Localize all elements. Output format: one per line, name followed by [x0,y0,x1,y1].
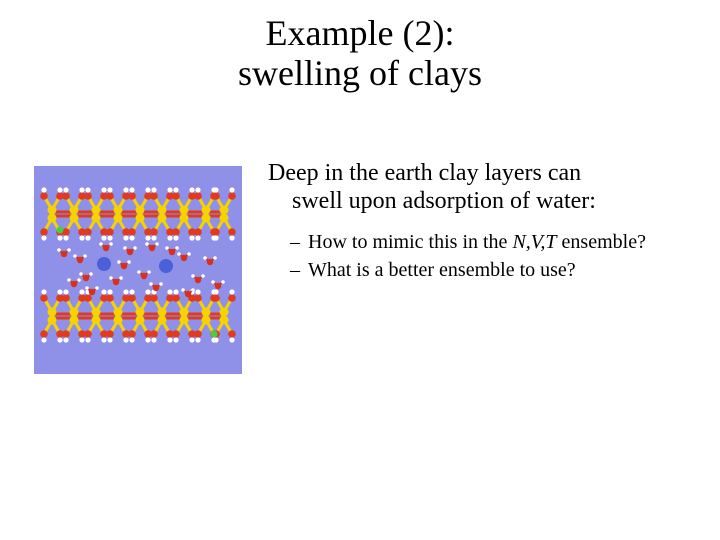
title-line-2: swelling of clays [238,53,482,93]
paragraph-line-2: swell upon adsorption of water: [268,188,596,214]
bullet-dash: – [290,230,308,254]
molecular-svg [34,166,242,374]
body-paragraph: Deep in the earth clay layers can swell … [268,160,688,215]
clay-molecular-figure [34,166,242,374]
slide: Example (2): swelling of clays Deep in t… [0,0,720,540]
slide-title: Example (2): swelling of clays [0,14,720,93]
title-line-1: Example (2): [266,13,455,53]
bullet-dash: – [290,258,308,282]
bullet-text: How to mimic this in the N,V,T ensemble? [308,230,690,254]
bullet-list: –How to mimic this in the N,V,T ensemble… [290,230,690,286]
bullet-item: –How to mimic this in the N,V,T ensemble… [290,230,690,254]
paragraph-line-1: Deep in the earth clay layers can [268,160,581,186]
bullet-text: What is a better ensemble to use? [308,258,690,282]
bullet-item: –What is a better ensemble to use? [290,258,690,282]
